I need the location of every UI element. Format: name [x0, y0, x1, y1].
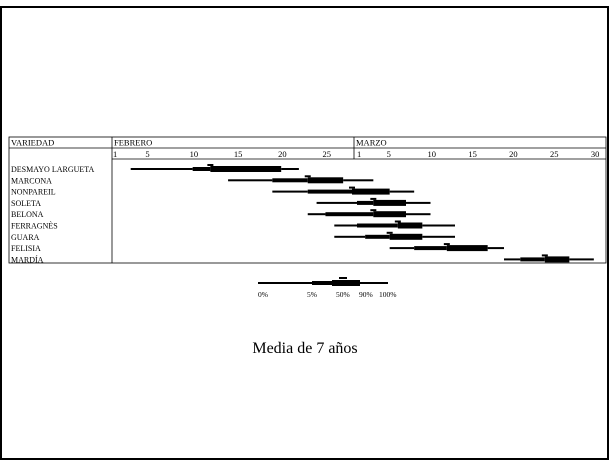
legend-bar-2	[332, 280, 360, 286]
day-tick-labels: 1 5 10 15 20 25 1 5 10 15 20 25 30	[113, 149, 599, 159]
variety-label-8: MARDÍA	[11, 254, 44, 264]
peak-marker-1	[304, 175, 311, 178]
bloom-bars	[130, 164, 594, 263]
tick-label-marzo-5: 5	[387, 149, 391, 159]
legend-peak-marker	[339, 277, 347, 279]
chart-caption: Media de 7 años	[252, 340, 358, 357]
bar-7-phase-1	[414, 246, 447, 251]
bar-8-phase-3	[569, 258, 594, 261]
bar-3-phase-2	[373, 199, 406, 206]
variety-label-3: SOLETA	[11, 199, 41, 208]
bar-4-phase-1	[325, 212, 374, 217]
peak-marker-7	[443, 243, 450, 246]
table-grid	[8, 136, 607, 264]
bar-6-phase-0	[334, 235, 366, 238]
legend: 0% 5% 50% 90% 100%	[258, 277, 397, 299]
peak-marker-2	[349, 186, 355, 189]
peak-marker-3	[370, 197, 377, 200]
tick-label-marzo-15: 15	[468, 149, 477, 159]
variety-label-2: NONPAREIL	[11, 188, 56, 197]
bar-1-phase-3	[343, 179, 374, 182]
month-label-febrero: FEBRERO	[114, 138, 152, 148]
variety-label-7: FELISIA	[11, 244, 41, 253]
bar-5-phase-3	[422, 224, 455, 227]
bar-4-phase-2	[373, 211, 406, 218]
bar-2-phase-1	[307, 189, 352, 194]
variety-label-0: DESMAYO LARGUETA	[11, 165, 95, 174]
bar-2-phase-0	[272, 190, 308, 193]
legend-bar-1	[312, 281, 332, 285]
legend-label-2: 50%	[336, 290, 350, 299]
variety-label-5: FERRAGNÈS	[11, 221, 58, 231]
bar-8-phase-1	[520, 257, 545, 262]
bar-0-phase-2	[210, 166, 282, 172]
bar-1-phase-0	[228, 179, 273, 182]
bar-3-phase-1	[357, 200, 374, 205]
bar-4-phase-0	[307, 213, 326, 216]
bar-6-phase-2	[389, 233, 423, 240]
bar-5-phase-2	[397, 222, 423, 229]
bar-6-phase-3	[422, 235, 455, 238]
bar-3-phase-3	[406, 201, 431, 204]
variety-label-1: MARCONA	[11, 176, 52, 185]
bar-1-phase-2	[307, 177, 344, 184]
bar-6-phase-1	[365, 234, 390, 239]
bar-8-phase-2	[544, 256, 570, 263]
variety-label-4: BELONA	[11, 210, 44, 219]
tick-label-febrero-1: 1	[113, 149, 117, 159]
variety-label-6: GUARA	[11, 233, 40, 242]
bar-0-phase-1	[192, 167, 211, 171]
peak-marker-8	[541, 254, 548, 257]
slide-border	[0, 6, 609, 460]
peak-marker-6	[386, 231, 393, 234]
bar-5-phase-0	[334, 224, 357, 227]
bar-3-phase-0	[316, 201, 357, 204]
peak-marker-0	[207, 164, 214, 166]
bar-0-phase-3	[281, 168, 299, 170]
bar-5-phase-1	[357, 223, 398, 228]
bar-7-phase-0	[389, 247, 415, 250]
peak-marker-5	[394, 220, 401, 223]
bar-8-phase-0	[504, 258, 521, 261]
legend-bar-3	[360, 282, 388, 284]
legend-bar-0	[258, 282, 312, 284]
bar-7-phase-2	[446, 245, 488, 252]
bar-2-phase-3	[389, 190, 415, 193]
tick-label-febrero-5: 5	[145, 149, 149, 159]
legend-label-0: 0%	[258, 290, 268, 299]
legend-label-1: 5%	[307, 290, 317, 299]
tick-label-marzo-20: 20	[509, 149, 517, 159]
bar-2-phase-2	[352, 188, 390, 195]
tick-label-marzo-30: 30	[591, 149, 600, 159]
month-label-marzo: MARZO	[356, 138, 387, 148]
legend-label-4: 100%	[379, 290, 397, 299]
legend-label-3: 90%	[359, 290, 373, 299]
variety-labels: DESMAYO LARGUETA MARCONA NONPAREIL SOLETA BE…	[11, 165, 95, 264]
tick-label-marzo-10: 10	[428, 149, 437, 159]
tick-label-febrero-20: 20	[278, 149, 287, 159]
bar-4-phase-3	[406, 213, 431, 216]
tick-label-febrero-15: 15	[234, 149, 243, 159]
table-outline	[8, 136, 607, 264]
bar-1-phase-1	[272, 178, 308, 183]
tick-label-febrero-25: 25	[322, 149, 331, 159]
tick-label-febrero-10: 10	[190, 149, 199, 159]
tick-label-marzo-25: 25	[550, 149, 559, 159]
peak-marker-4	[370, 209, 377, 212]
bar-7-phase-3	[487, 247, 504, 250]
bar-0-phase-0	[130, 168, 193, 170]
variedad-header: VARIEDAD	[11, 138, 54, 148]
tick-label-marzo-1: 1	[357, 149, 361, 159]
